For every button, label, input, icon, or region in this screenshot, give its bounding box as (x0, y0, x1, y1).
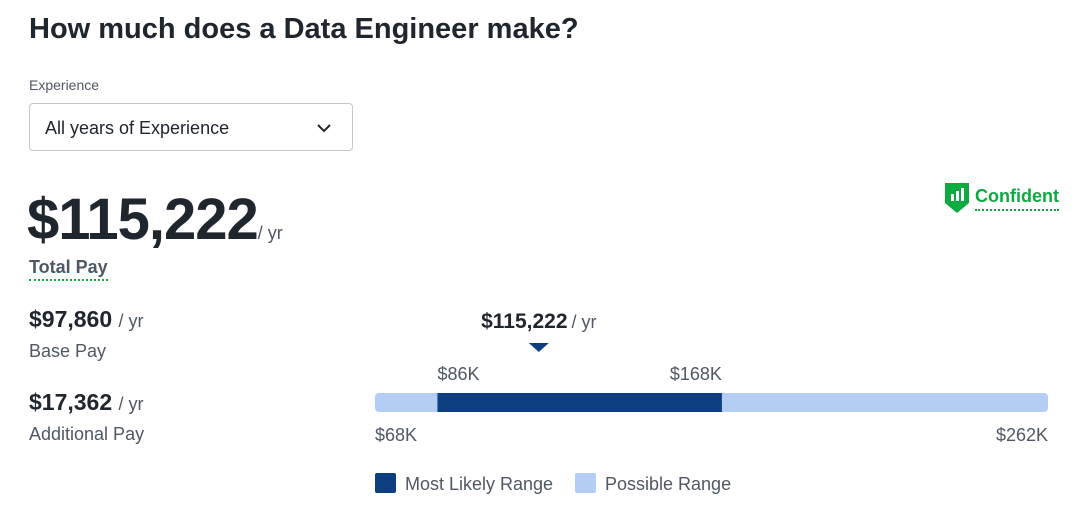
total-pay-label[interactable]: Total Pay (29, 257, 108, 281)
confidence-icon (945, 183, 969, 213)
amount: $97,860 (29, 306, 113, 332)
range-label: $168K (670, 364, 722, 384)
additional-pay-label: Additional Pay (29, 424, 145, 444)
confidence-text: Confident (975, 186, 1059, 211)
legend-label: Most Likely Range (405, 474, 553, 494)
legend-label: Possible Range (605, 474, 731, 494)
median-label: $115,222/ yr (481, 310, 596, 333)
additional-pay-amount: $17,362 / yr (29, 389, 144, 416)
total-amount: $115,222 (27, 187, 259, 252)
total-pay-amount: $115,222/ yr (27, 186, 283, 253)
range-label: $262K (996, 425, 1048, 445)
amount: $17,362 (29, 389, 113, 415)
legend-swatch (375, 473, 396, 493)
range-label: $86K (437, 364, 479, 384)
base-pay-label: Base Pay (29, 341, 107, 361)
dropdown-value: All years of Experience (45, 118, 230, 138)
page-title: How much does a Data Engineer make? (29, 13, 579, 45)
unit: / yr (118, 311, 144, 331)
experience-dropdown[interactable]: All years of Experience (29, 103, 353, 151)
base-pay-amount: $97,860 / yr (29, 306, 144, 333)
likely-range-bar (437, 393, 722, 412)
unit: / yr (118, 394, 144, 414)
median-amount: $115,222 (481, 310, 567, 333)
chevron-icon (317, 124, 331, 133)
median-unit: / yr (572, 312, 597, 332)
range-label: $68K (375, 425, 417, 445)
filter-label: Experience (29, 77, 100, 93)
total-unit: / yr (257, 223, 283, 243)
confidence-badge[interactable]: Confident (945, 183, 1059, 213)
median-marker (528, 343, 549, 352)
legend-swatch (575, 473, 596, 493)
